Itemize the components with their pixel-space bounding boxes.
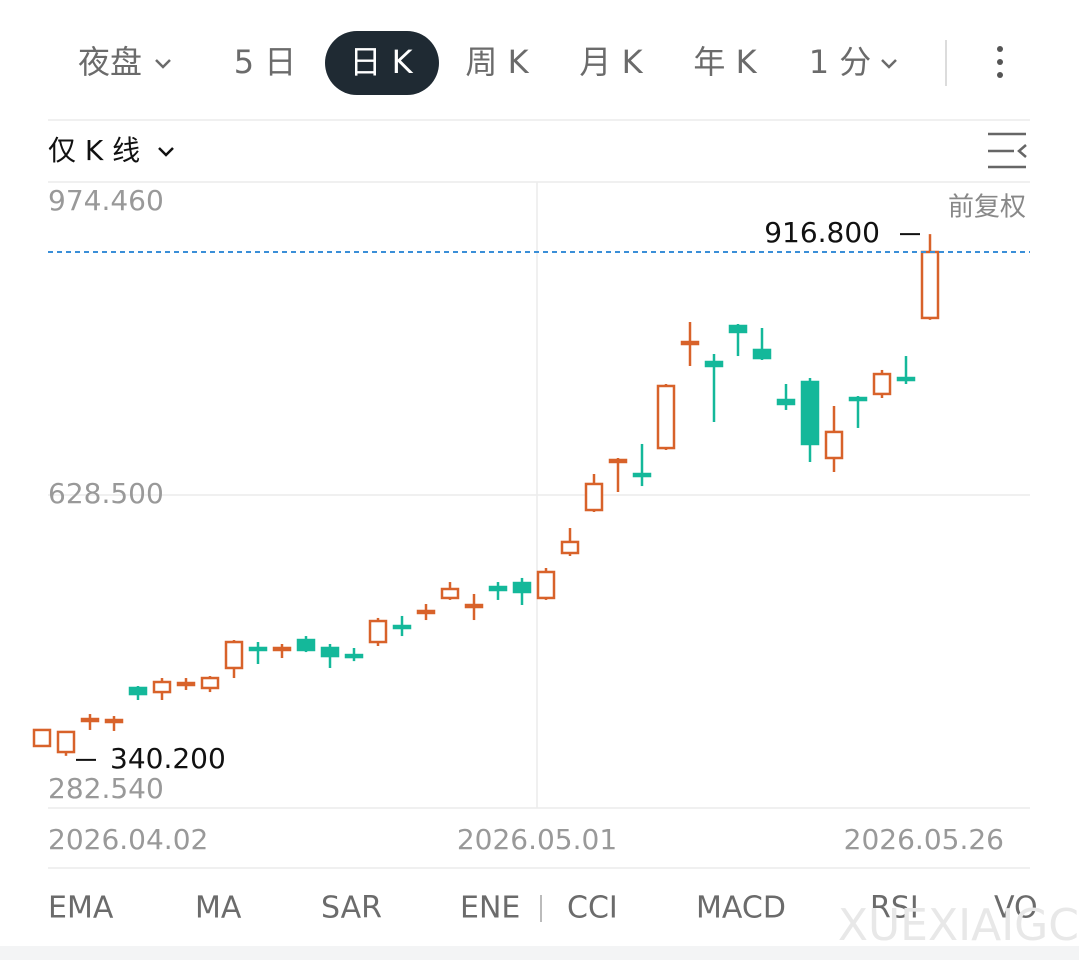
candle-body <box>296 638 316 652</box>
candle-body <box>512 581 532 594</box>
tab[interactable]: 月 K <box>579 43 643 81</box>
tab[interactable]: 1 分 <box>809 43 872 81</box>
candle-body <box>272 646 292 652</box>
candle-body <box>536 570 556 600</box>
grid <box>48 181 1030 809</box>
y-tick-label: 628.500 <box>48 477 164 510</box>
y-tick-label: 282.540 <box>48 772 164 805</box>
indicator-tab[interactable]: EMA <box>48 891 114 926</box>
kline-mode[interactable]: 仅 K 线 <box>48 134 140 167</box>
x-tick-label: 2026.05.26 <box>844 823 1004 856</box>
settings-icon[interactable] <box>988 132 1027 169</box>
candle-body <box>824 430 844 460</box>
x-tick-label: 2026.05.01 <box>457 823 617 856</box>
chevron <box>155 59 171 69</box>
indicator-tab[interactable]: RSI <box>870 891 919 926</box>
candle-body <box>800 380 820 446</box>
tab[interactable]: 年 K <box>693 43 757 81</box>
candle-body <box>896 376 916 382</box>
tab[interactable]: 夜盘 <box>78 43 142 81</box>
candle-body <box>752 348 772 360</box>
candle-body <box>608 458 628 464</box>
candle-body <box>680 340 700 346</box>
candle-body <box>632 472 652 478</box>
adjust-mode: 前复权 <box>948 193 1026 223</box>
candle-body <box>344 653 364 659</box>
candle-body <box>872 372 892 396</box>
candle-body <box>320 646 340 658</box>
max-label: 916.800 <box>764 216 880 249</box>
x-tick-label: 2026.04.02 <box>48 823 208 856</box>
candle-body <box>176 681 196 687</box>
candle-body <box>776 398 796 406</box>
candle-body <box>56 730 76 754</box>
candle-body <box>464 603 484 609</box>
candle-body <box>80 717 100 723</box>
indicator-tab[interactable]: VO <box>994 891 1038 926</box>
candle-body <box>152 680 172 694</box>
tab[interactable]: 5 日 <box>234 43 297 81</box>
bottom-band <box>0 946 1079 960</box>
candle-body <box>200 676 220 690</box>
labels: 974.460 628.500 282.540 2026.04.02 2026.05.0… <box>48 184 1004 856</box>
candle-body <box>392 624 412 630</box>
candle-body <box>32 728 52 748</box>
candle-body <box>920 250 940 320</box>
candle-body <box>368 619 388 644</box>
candles <box>32 234 1030 756</box>
candle-body <box>248 646 268 652</box>
chevron <box>881 59 897 69</box>
more-menu[interactable] <box>997 46 1003 78</box>
candle-body <box>224 640 244 670</box>
chevron <box>158 147 174 157</box>
candle-body <box>488 585 508 592</box>
min-label: 340.200 <box>110 742 226 775</box>
tab[interactable]: 周 K <box>465 43 529 81</box>
candle-body <box>656 384 676 450</box>
candle-body <box>104 718 124 724</box>
indicator-tab[interactable]: CCI <box>567 891 618 926</box>
active-tab-pill <box>325 31 439 95</box>
candle-body <box>728 324 748 334</box>
candle-body <box>128 686 148 696</box>
candle-body <box>704 360 724 368</box>
watermark: XUEXIAIGC <box>838 900 1079 951</box>
y-tick-label: 974.460 <box>48 184 164 217</box>
indicator-tab[interactable]: MA <box>195 891 242 926</box>
candle-body <box>584 482 604 512</box>
indicator-tab[interactable]: MACD <box>696 891 786 926</box>
candle-body <box>440 587 460 600</box>
candle-body <box>416 609 436 615</box>
tab[interactable]: 日 K <box>349 43 413 81</box>
indicator-tab[interactable]: SAR <box>321 891 382 926</box>
indicator-bar: EMA MA SAR ENE CCI MACD RSI VO <box>48 891 1038 926</box>
candle-body <box>848 396 868 402</box>
indicator-tab[interactable]: ENE <box>460 891 520 926</box>
candle-body <box>560 540 580 555</box>
